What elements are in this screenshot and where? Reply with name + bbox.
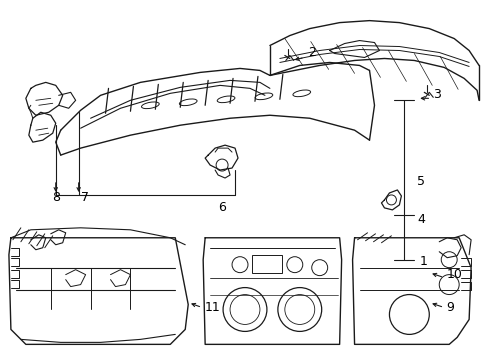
- Text: 2: 2: [307, 46, 315, 59]
- Text: 10: 10: [446, 268, 461, 281]
- Text: 6: 6: [218, 201, 225, 215]
- Text: 9: 9: [446, 301, 453, 314]
- Bar: [251, 255, 281, 273]
- Text: 5: 5: [416, 175, 425, 189]
- Text: 8: 8: [52, 192, 60, 204]
- Text: 4: 4: [416, 213, 425, 226]
- Text: 11: 11: [205, 301, 221, 314]
- Text: 1: 1: [419, 255, 427, 268]
- Text: 7: 7: [81, 192, 88, 204]
- Text: 3: 3: [432, 88, 440, 101]
